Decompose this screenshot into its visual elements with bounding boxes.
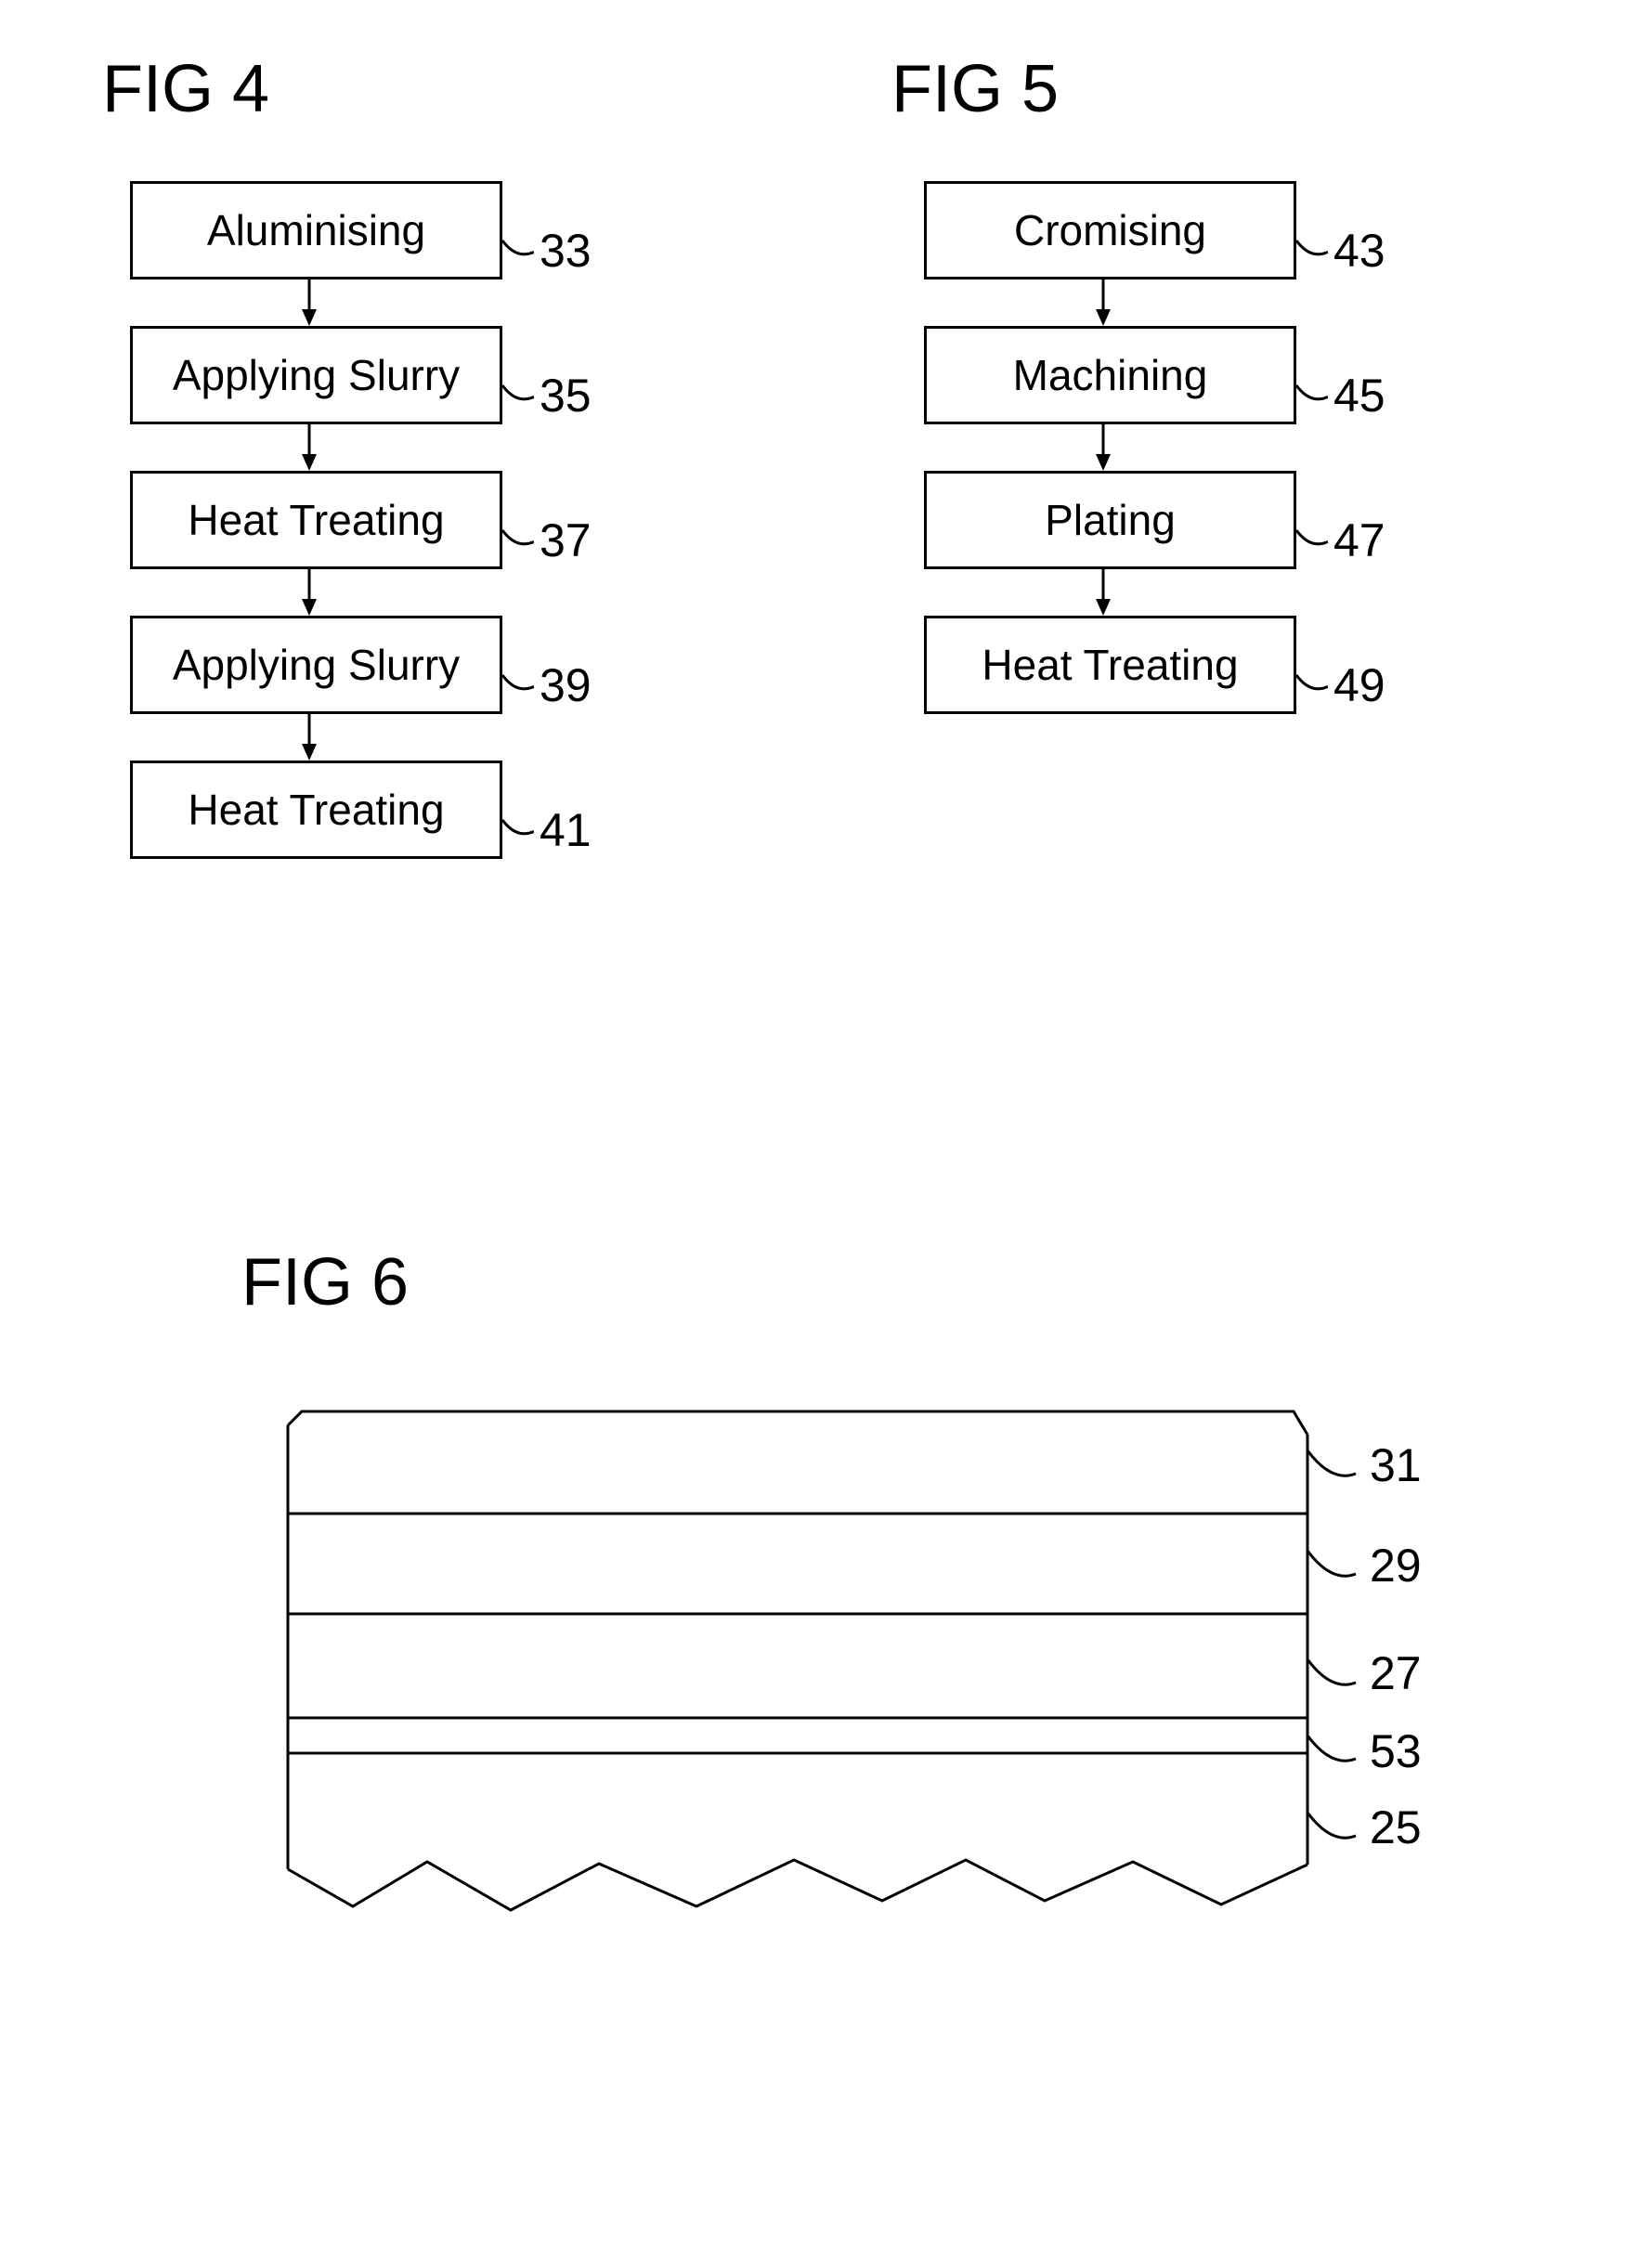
fig5-step-1: Machining 45: [924, 326, 1385, 424]
ref-tick-icon: [502, 383, 534, 409]
fig4-ref-num-2: 37: [540, 514, 592, 567]
ref-tick-icon: [1296, 383, 1328, 409]
fig5-ref-3: 49: [1296, 658, 1385, 712]
fig5-step-2: Plating 47: [924, 471, 1385, 569]
fig4-ref-3: 39: [502, 658, 592, 712]
fig4-box-2: Heat Treating: [130, 471, 502, 569]
ref-tick-icon: [1296, 672, 1328, 698]
page: FIG 4 Aluminising 33 Applying Slurry 35 …: [0, 0, 1652, 2249]
arrow-down-icon: [1075, 280, 1131, 326]
fig6-ref-num-0: 31: [1370, 1439, 1422, 1491]
fig4-ref-num-1: 35: [540, 369, 592, 422]
fig5-flowchart: Cromising 43 Machining 45 Plating 47 Hea…: [924, 181, 1385, 714]
fig6-ref-tick-0: [1307, 1450, 1356, 1476]
arrow-down-icon: [1075, 424, 1131, 471]
ref-tick-icon: [502, 817, 534, 843]
fig5-step-0: Cromising 43: [924, 181, 1385, 280]
fig6-ref-tick-4: [1307, 1813, 1356, 1838]
ref-tick-icon: [1296, 238, 1328, 264]
fig5-label: FIG 5: [891, 51, 1059, 127]
fig5-ref-num-3: 49: [1333, 658, 1385, 712]
fig5-step-3: Heat Treating 49: [924, 616, 1385, 714]
fig5-box-2: Plating: [924, 471, 1296, 569]
fig4-step-2: Heat Treating 37: [130, 471, 592, 569]
arrow-down-icon: [281, 569, 337, 616]
fig5-box-1: Machining: [924, 326, 1296, 424]
fig4-label: FIG 4: [102, 51, 269, 127]
arrow-down-icon: [281, 424, 337, 471]
fig6-ref-tick-3: [1307, 1736, 1356, 1761]
arrow-down-icon: [281, 280, 337, 326]
fig5-ref-num-2: 47: [1333, 514, 1385, 567]
fig4-ref-num-4: 41: [540, 803, 592, 857]
ref-tick-icon: [1296, 527, 1328, 553]
fig4-step-0: Aluminising 33: [130, 181, 592, 280]
fig4-step-1: Applying Slurry 35: [130, 326, 592, 424]
fig5-ref-num-1: 45: [1333, 369, 1385, 422]
fig5-ref-2: 47: [1296, 514, 1385, 567]
fig4-ref-2: 37: [502, 514, 592, 567]
fig5-ref-num-0: 43: [1333, 224, 1385, 278]
fig4-ref-num-0: 33: [540, 224, 592, 278]
fig4-box-4: Heat Treating: [130, 760, 502, 859]
fig4-step-3: Applying Slurry 39: [130, 616, 592, 714]
fig4-ref-4: 41: [502, 803, 592, 857]
fig6-label: FIG 6: [241, 1244, 409, 1320]
fig6-ref-tick-1: [1307, 1551, 1356, 1576]
fig4-flowchart: Aluminising 33 Applying Slurry 35 Heat T…: [130, 181, 592, 859]
arrow-down-icon: [281, 714, 337, 760]
fig4-ref-0: 33: [502, 224, 592, 278]
fig6-top-edge: [288, 1411, 1307, 1435]
fig6-ref-num-1: 29: [1370, 1540, 1422, 1592]
fig6-diagram: 31 29 27 53 25: [232, 1398, 1504, 1973]
fig6-bottom-edge: [288, 1860, 1307, 1910]
fig4-box-3: Applying Slurry: [130, 616, 502, 714]
fig6-ref-tick-2: [1307, 1659, 1356, 1684]
fig5-box-0: Cromising: [924, 181, 1296, 280]
fig4-ref-1: 35: [502, 369, 592, 422]
fig6-ref-num-2: 27: [1370, 1647, 1422, 1699]
ref-tick-icon: [502, 672, 534, 698]
fig4-box-1: Applying Slurry: [130, 326, 502, 424]
fig5-ref-0: 43: [1296, 224, 1385, 278]
fig4-step-4: Heat Treating 41: [130, 760, 592, 859]
fig4-ref-num-3: 39: [540, 658, 592, 712]
arrow-down-icon: [1075, 569, 1131, 616]
ref-tick-icon: [502, 527, 534, 553]
ref-tick-icon: [502, 238, 534, 264]
fig4-box-0: Aluminising: [130, 181, 502, 280]
fig5-box-3: Heat Treating: [924, 616, 1296, 714]
fig6-ref-num-3: 53: [1370, 1725, 1422, 1777]
fig5-ref-1: 45: [1296, 369, 1385, 422]
fig6-ref-num-4: 25: [1370, 1801, 1422, 1853]
